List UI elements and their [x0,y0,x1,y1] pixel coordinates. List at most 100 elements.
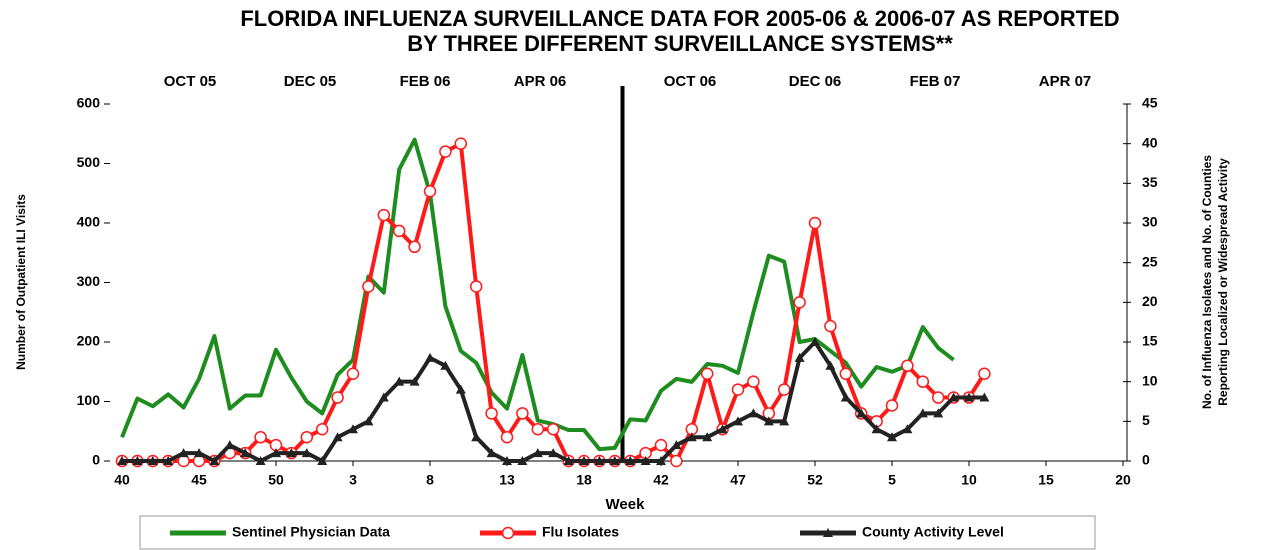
marker [440,360,451,370]
marker [656,456,666,465]
marker [594,456,605,465]
marker [933,408,944,418]
marker [887,432,897,442]
marker [948,392,959,402]
marker [425,352,435,362]
marker [548,448,559,458]
y2-tick-label: 35 [1142,174,1158,190]
marker [686,432,697,442]
marker [163,456,174,465]
marker [516,407,529,420]
marker [840,392,851,402]
marker [301,448,312,458]
marker [609,456,620,465]
marker [700,367,714,380]
marker [455,384,466,394]
x-axis-label: Week [606,496,646,513]
legend-label: Flu Isolates [542,524,619,540]
y-tick-label: 500 [77,154,101,170]
series-line [120,137,955,452]
marker [254,430,267,444]
top-label: FEB 07 [910,73,961,90]
marker [500,430,514,444]
marker [902,424,913,434]
marker [532,448,543,458]
marker [348,424,358,434]
marker [702,432,713,442]
marker [132,456,143,465]
y2-tick-label: 5 [1142,412,1150,428]
y-tick-label: 300 [77,273,101,289]
top-label: FEB 06 [400,73,451,90]
marker [363,416,374,426]
y-tick-label: 0 [92,452,100,468]
marker [901,359,914,373]
marker [240,448,251,458]
marker [779,416,790,426]
marker [300,430,314,444]
marker [839,367,853,380]
marker [531,423,545,436]
marker [763,416,774,426]
x-tick-label: 20 [1115,472,1131,488]
y-tick-label: 200 [77,333,101,349]
marker [824,319,837,333]
x-tick-label: 10 [961,472,977,488]
marker [546,423,560,436]
top-label: DEC 05 [284,73,337,90]
marker [640,456,651,465]
top-label: OCT 05 [164,73,217,90]
y2-axis-label: No. of Influenza Isolates and No. of Cou… [1200,155,1214,409]
marker [271,448,281,458]
y2-axis-label: Reporting Localized or Widespread Activi… [1216,158,1230,406]
marker [670,454,683,468]
y2-tick-label: 25 [1142,253,1158,269]
marker [810,337,820,346]
x-tick-label: 50 [268,472,284,488]
marker [317,456,328,465]
marker [286,448,297,458]
marker [517,456,528,465]
x-tick-label: 13 [499,472,515,488]
x-tick-label: 47 [730,472,746,488]
marker [392,224,406,238]
y2-tick-label: 45 [1142,95,1158,111]
x-tick-label: 40 [114,472,130,488]
marker [625,456,636,465]
marker [486,448,497,458]
marker [654,438,668,452]
y-tick-label: 100 [77,392,101,408]
marker [856,408,867,418]
marker [823,528,833,537]
marker [224,440,235,450]
marker [871,424,882,434]
marker [147,456,158,465]
marker [931,391,945,404]
x-tick-label: 52 [807,472,823,488]
marker [563,456,574,465]
marker [979,392,990,402]
marker [917,408,928,418]
marker [362,280,375,293]
marker [502,456,512,465]
chart-title: FLORIDA INFLUENZA SURVEILLANCE DATA FOR … [240,6,1119,31]
marker [748,408,759,418]
marker [178,448,189,458]
x-tick-label: 5 [888,472,896,488]
marker [255,456,266,465]
x-tick-label: 15 [1038,472,1054,488]
marker [209,456,220,465]
y2-tick-label: 20 [1142,293,1158,309]
y2-tick-label: 15 [1142,333,1158,349]
marker [793,296,806,309]
marker [777,383,791,396]
marker [808,216,822,230]
y-tick-label: 400 [77,214,101,230]
marker [331,391,344,404]
top-label: DEC 06 [789,73,842,90]
marker [408,240,421,254]
y2-tick-label: 10 [1142,372,1158,388]
marker [439,145,452,158]
